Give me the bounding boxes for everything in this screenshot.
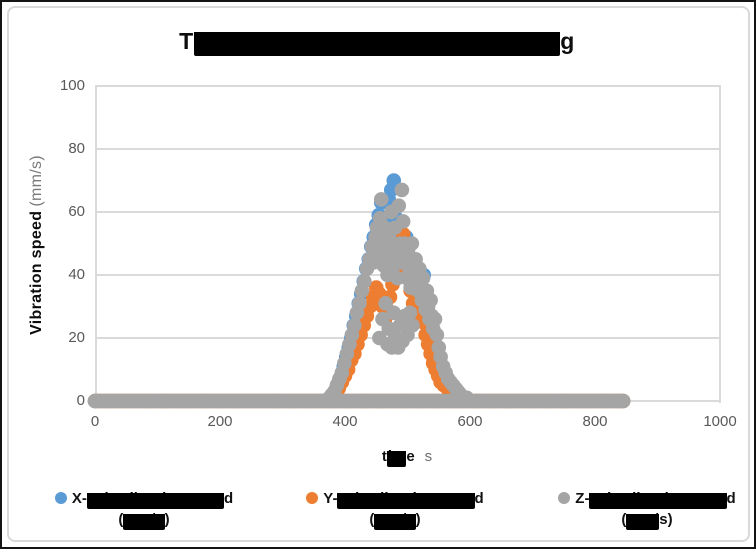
x-axis-title-visible-end: e	[406, 448, 415, 465]
scatter-point	[402, 305, 418, 321]
scatter-point	[386, 173, 402, 188]
x-axis-title-visible-start: t	[381, 448, 387, 465]
chart-title-visible-end: g	[560, 28, 575, 54]
chart-title-highlight-bar: ransfer tank vibration monitorin	[193, 28, 561, 56]
scatter-point	[357, 274, 372, 289]
scatter-point	[378, 296, 393, 311]
legend-x-line2: (mm/s)	[28, 509, 260, 530]
legend-z-unit-start: (	[621, 511, 627, 528]
scatter-point	[347, 318, 362, 333]
legend-x-visible-start: X-	[71, 490, 87, 507]
legend-z-unit-end: s)	[659, 511, 673, 528]
legend-x-unit-end: )	[164, 511, 170, 528]
scatter-point	[429, 327, 445, 343]
x-tick-label: 800	[582, 413, 608, 430]
legend-z-highlight-bar: axis vibration spee	[589, 490, 727, 509]
scatter-point	[352, 296, 367, 311]
x-axis-title-unit: s	[424, 448, 433, 465]
legend-y-visible-end: d	[474, 490, 484, 507]
legend-y-unit-end: )	[415, 511, 421, 528]
y-tick-label: 0	[76, 392, 85, 409]
y-axis-title-text: Vibration speed	[28, 210, 45, 335]
x-tick-label: 0	[90, 413, 100, 430]
chart-title: Transfer tank vibration monitoring	[62, 28, 692, 56]
scatter-point	[615, 393, 631, 409]
scatter-point	[394, 182, 410, 198]
gridline	[95, 85, 721, 87]
y-tick-label: 60	[68, 203, 85, 220]
legend-z-marker-icon	[558, 492, 571, 504]
scatter-point	[395, 214, 411, 229]
scatter-point	[404, 236, 420, 251]
legend-x-unit-start: (	[118, 511, 124, 528]
legend-z-visible-end: d	[726, 490, 736, 507]
x-tick-label: 1000	[703, 413, 737, 430]
legend-y-line2: (mm/s)	[279, 509, 511, 530]
legend-x-highlight-bar: axis vibration spee	[86, 490, 224, 509]
x-axis-title-highlight-bar: im	[386, 448, 407, 467]
gridline	[95, 211, 721, 213]
y-tick-label: 100	[59, 77, 85, 94]
legend-y-marker-icon	[306, 492, 319, 504]
y-axis-line	[95, 86, 97, 403]
legend-entry-z-series: Z-axis vibration speed (mm/s)	[531, 488, 756, 530]
legend-entry-x-series: X-axis vibration speed (mm/s)	[28, 488, 260, 530]
legend-y-highlight-bar: axis vibration spee	[337, 490, 475, 509]
scatter-point	[459, 390, 475, 406]
legend-z-line1: Z-axis vibration speed	[531, 488, 756, 509]
legend-z-unit-highlight-bar: mm/	[626, 511, 660, 530]
gridline	[95, 148, 721, 150]
plot-right-border	[719, 86, 721, 403]
scatter-point	[405, 318, 420, 333]
y-tick-label: 40	[68, 266, 85, 283]
scatter-point	[415, 270, 431, 286]
legend-x-visible-end: d	[223, 490, 234, 507]
scatter-point	[391, 198, 407, 213]
y-tick-label: 80	[68, 140, 85, 157]
legend-y-unit-highlight-bar: mm/s	[374, 511, 416, 530]
legend-y-visible-start: Y-	[323, 490, 338, 507]
y-tick-label: 20	[68, 329, 85, 346]
legend-z-visible-start: Z-	[575, 490, 590, 507]
legend-x-unit-highlight-bar: mm/s	[123, 511, 165, 530]
scatter-point	[386, 305, 402, 321]
chart-title-visible-start: T	[179, 28, 194, 54]
scatter-point	[423, 292, 438, 308]
scatter-point	[427, 311, 443, 327]
legend-entry-y-series: Y-axis vibration speed (mm/s)	[279, 488, 511, 530]
legend-y-unit-start: (	[369, 511, 375, 528]
x-tick-label: 200	[207, 413, 233, 430]
legend-z-line2: (mm/s)	[531, 509, 756, 530]
legend-x-line1: X-axis vibration speed	[28, 488, 260, 509]
x-tick-label: 600	[457, 413, 483, 430]
legend-y-line1: Y-axis vibration speed	[279, 488, 511, 509]
scatter-point	[373, 192, 389, 207]
legend-x-marker-icon	[54, 492, 67, 504]
y-axis-title-unit: (mm/s)	[28, 155, 45, 207]
x-tick-label: 400	[332, 413, 358, 430]
x-axis-title: time s	[2, 448, 756, 467]
y-axis-title: Vibration speed (mm/s)	[28, 85, 50, 405]
